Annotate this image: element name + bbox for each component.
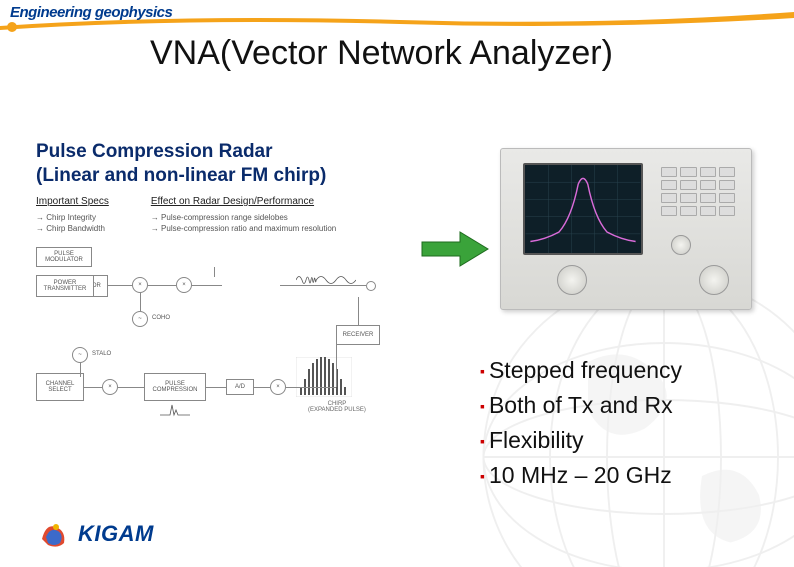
mixer-2-icon: ×: [176, 277, 192, 293]
block-channel: CHANNEL SELECT: [36, 373, 84, 401]
spec-col2-item-0: → Pulse-compression range sidelobes: [151, 213, 336, 222]
chirp-waveform-icon: [296, 271, 356, 289]
block-pulse-mod: PULSE MODULATOR: [36, 247, 92, 267]
feature-bullets: Stepped frequency Both of Tx and Rx Flex…: [480, 355, 780, 495]
vna-instrument-photo: [500, 148, 752, 310]
spec-headers: Important Specs → Chirp Integrity → Chir…: [36, 196, 416, 233]
coho-icon: ~: [132, 311, 148, 327]
footer-brand-text: KIGAM: [78, 521, 154, 547]
block-receiver: RECEIVER: [336, 325, 380, 345]
spec-col1-item-1: → Chirp Bandwidth: [36, 224, 109, 233]
kigam-mark-icon: [36, 519, 70, 549]
instrument-screen: [523, 163, 643, 255]
compressed-pulse-icon: [160, 403, 190, 417]
spectrum-icon: [296, 357, 352, 397]
coho-label: COHO: [152, 315, 170, 321]
subtitle-line-1: Pulse Compression Radar: [36, 140, 326, 164]
mixer-3-icon: ×: [270, 379, 286, 395]
subtitle-line-2: (Linear and non-linear FM chirp): [36, 164, 326, 188]
bullet-2: Flexibility: [480, 425, 780, 456]
block-diagram: CHIRP GENERATOR PULSE MODULATOR × × POWE…: [36, 247, 396, 437]
page-title: VNA(Vector Network Analyzer): [150, 34, 613, 73]
bullet-3: 10 MHz – 20 GHz: [480, 460, 780, 491]
block-adc: A/D: [226, 379, 254, 395]
subtitle: Pulse Compression Radar (Linear and non-…: [36, 140, 326, 188]
spec-col1-item-0: → Chirp Integrity: [36, 213, 109, 222]
instrument-keypad: [661, 167, 735, 227]
mixer-4-icon: ×: [102, 379, 118, 395]
spec-col-2: Effect on Radar Design/Performance → Pul…: [151, 196, 336, 233]
rotary-knob-icon: [671, 235, 691, 255]
spectrum-label: CHIRP(EXPANDED PULSE): [308, 401, 366, 413]
block-power-tx: POWER TRANSMITTER: [36, 275, 94, 297]
arrow-icon: [420, 230, 490, 268]
stalo-icon: ~: [72, 347, 88, 363]
footer-logo: KIGAM: [36, 519, 154, 549]
mixer-1-icon: ×: [132, 277, 148, 293]
spec-col2-header: Effect on Radar Design/Performance: [151, 196, 336, 207]
spec-col2-item-1: → Pulse-compression ratio and maximum re…: [151, 224, 336, 233]
radar-diagram: Important Specs → Chirp Integrity → Chir…: [36, 196, 416, 456]
block-pulse-comp: PULSE COMPRESSION: [144, 373, 206, 401]
tx-antenna-icon: [366, 281, 376, 291]
bullet-1: Both of Tx and Rx: [480, 390, 780, 421]
course-label: Engineering geophysics: [10, 4, 172, 21]
spec-col-1: Important Specs → Chirp Integrity → Chir…: [36, 196, 109, 233]
bullet-0: Stepped frequency: [480, 355, 780, 386]
port-2-knob-icon: [699, 265, 729, 295]
port-1-knob-icon: [557, 265, 587, 295]
slide-root: Engineering geophysics VNA(Vector Networ…: [0, 0, 794, 567]
spec-col1-header: Important Specs: [36, 196, 109, 207]
stalo-label: STALO: [92, 351, 111, 357]
